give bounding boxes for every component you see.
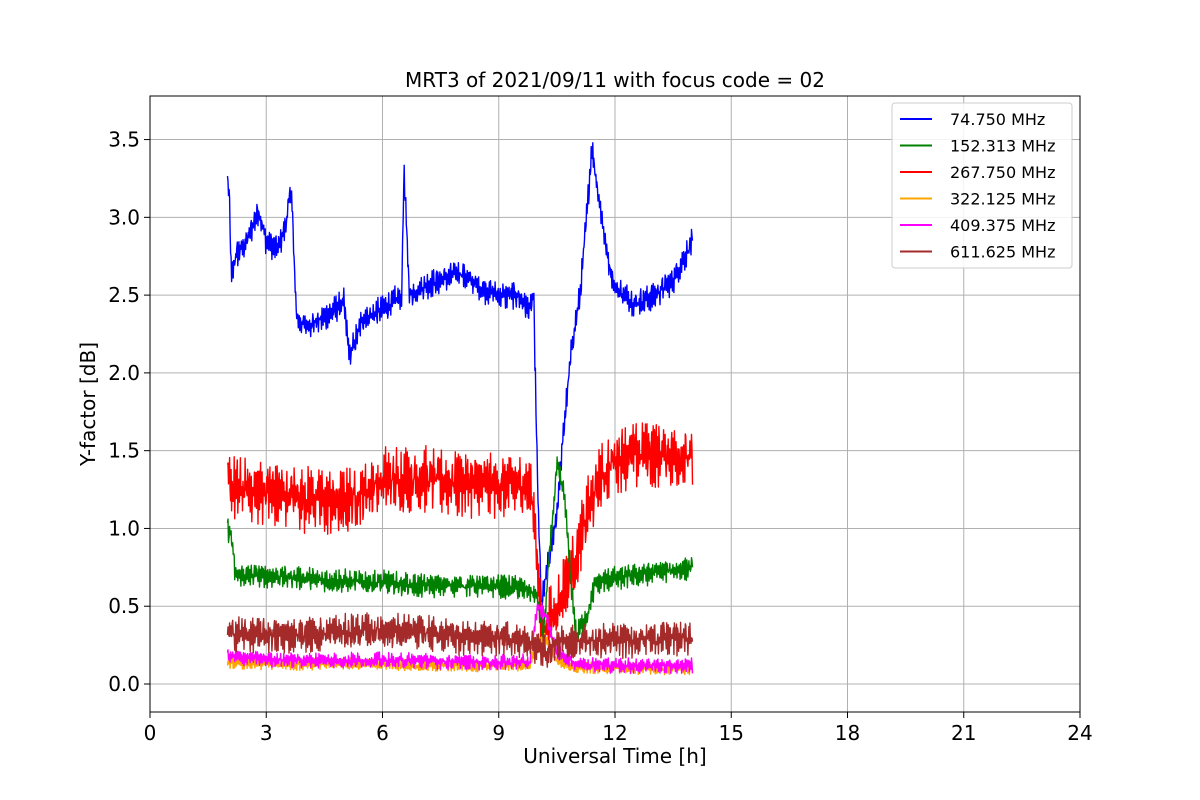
- y-tick-label: 3.0: [108, 205, 140, 229]
- axis-ticks: 0 3 6 9 12 15 18 21 24 0.0 0.5 1.0 1.5 2.0 2.5 3.0 3.5: [108, 128, 1093, 745]
- x-axis-label: Universal Time [h]: [523, 744, 706, 768]
- legend-entry: 267.750 MHz: [950, 163, 1055, 182]
- y-tick-label: 1.0: [108, 516, 140, 540]
- x-tick-label: 24: [1067, 721, 1092, 745]
- x-tick-label: 9: [492, 721, 505, 745]
- series-line-4: [226, 601, 694, 675]
- y-tick-label: 0.5: [108, 594, 140, 618]
- legend-entry: 322.125 MHz: [950, 190, 1055, 209]
- legend-entry: 152.313 MHz: [950, 137, 1055, 156]
- y-tick-label: 2.5: [108, 283, 140, 307]
- series-line-5: [226, 612, 694, 668]
- y-tick-label: 1.5: [108, 439, 140, 463]
- x-tick-label: 0: [144, 721, 157, 745]
- x-tick-label: 21: [951, 721, 976, 745]
- x-tick-label: 6: [376, 721, 389, 745]
- y-axis-label: Y-factor [dB]: [76, 342, 100, 467]
- plot-series: [226, 142, 694, 676]
- series-line-0: [226, 142, 694, 607]
- x-tick-label: 3: [260, 721, 273, 745]
- legend-entry: 409.375 MHz: [950, 216, 1055, 235]
- legend: 74.750 MHz 152.313 MHz 267.750 MHz 322.125 …: [891, 102, 1073, 269]
- y-tick-label: 3.5: [108, 128, 140, 152]
- series-line-1: [226, 456, 694, 647]
- y-tick-label: 2.0: [108, 361, 140, 385]
- legend-box: [891, 102, 1073, 269]
- series-line-2: [226, 422, 694, 658]
- legend-entry: 74.750 MHz: [950, 110, 1045, 129]
- x-tick-label: 12: [602, 721, 627, 745]
- x-tick-label: 18: [835, 721, 860, 745]
- legend-entry: 611.625 MHz: [950, 243, 1055, 262]
- chart-title: MRT3 of 2021/09/11 with focus code = 02: [405, 68, 825, 92]
- x-tick-label: 15: [719, 721, 744, 745]
- y-tick-label: 0.0: [108, 672, 140, 696]
